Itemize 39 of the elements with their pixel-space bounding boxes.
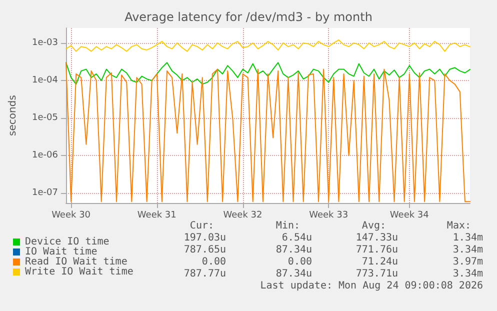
line-series — [66, 62, 470, 85]
text: 787.65u — [184, 244, 226, 256]
y-axis-title: seconds — [8, 95, 18, 136]
x-tick-label: Week 34 — [390, 210, 430, 220]
y-tick-label: 1e-04 — [32, 76, 58, 86]
x-tick-label: Week 33 — [309, 210, 348, 220]
text: Last update: Mon Aug 24 09:00:08 2026 — [260, 280, 484, 292]
text: 147.33u — [356, 232, 398, 244]
text: 773.71u — [356, 268, 398, 280]
y-tick-label: 1e-06 — [32, 150, 58, 161]
text: 3.34m — [452, 244, 484, 256]
text: 87.34u — [276, 244, 312, 256]
text: 0.00 — [288, 256, 312, 268]
y-tick-label: 1e-03 — [32, 38, 58, 48]
chart-title: Average latency for /dev/md3 - by month — [124, 10, 372, 24]
text: 71.24u — [362, 256, 398, 268]
legend-label: Read IO Wait time — [25, 256, 128, 268]
text: Avg: — [362, 220, 386, 232]
text: 787.77u — [184, 268, 226, 280]
legend-label: Write IO Wait time — [25, 266, 134, 278]
text: 3.34m — [452, 268, 484, 280]
text: Cur: — [190, 220, 214, 232]
text: 197.03u — [184, 232, 226, 244]
text: 3.97m — [452, 256, 484, 268]
y-tick-label: 1e-05 — [32, 113, 58, 124]
text: 1.34m — [452, 232, 484, 244]
text: 0.00 — [202, 256, 226, 268]
text: 771.76u — [356, 244, 398, 256]
text: Min: — [276, 220, 300, 232]
x-tick-label: Week 30 — [52, 210, 91, 220]
y-tick-label: 1e-07 — [32, 188, 58, 198]
text: 87.34u — [276, 268, 312, 280]
x-tick-label: Week 31 — [137, 210, 176, 220]
text: Max: — [446, 220, 472, 232]
line-series — [66, 39, 470, 52]
legend-label: Device IO time — [25, 236, 110, 248]
x-tick-label: Week 32 — [223, 210, 262, 220]
legend-label: IO Wait time — [25, 246, 98, 258]
text: 6.54u — [282, 232, 312, 244]
